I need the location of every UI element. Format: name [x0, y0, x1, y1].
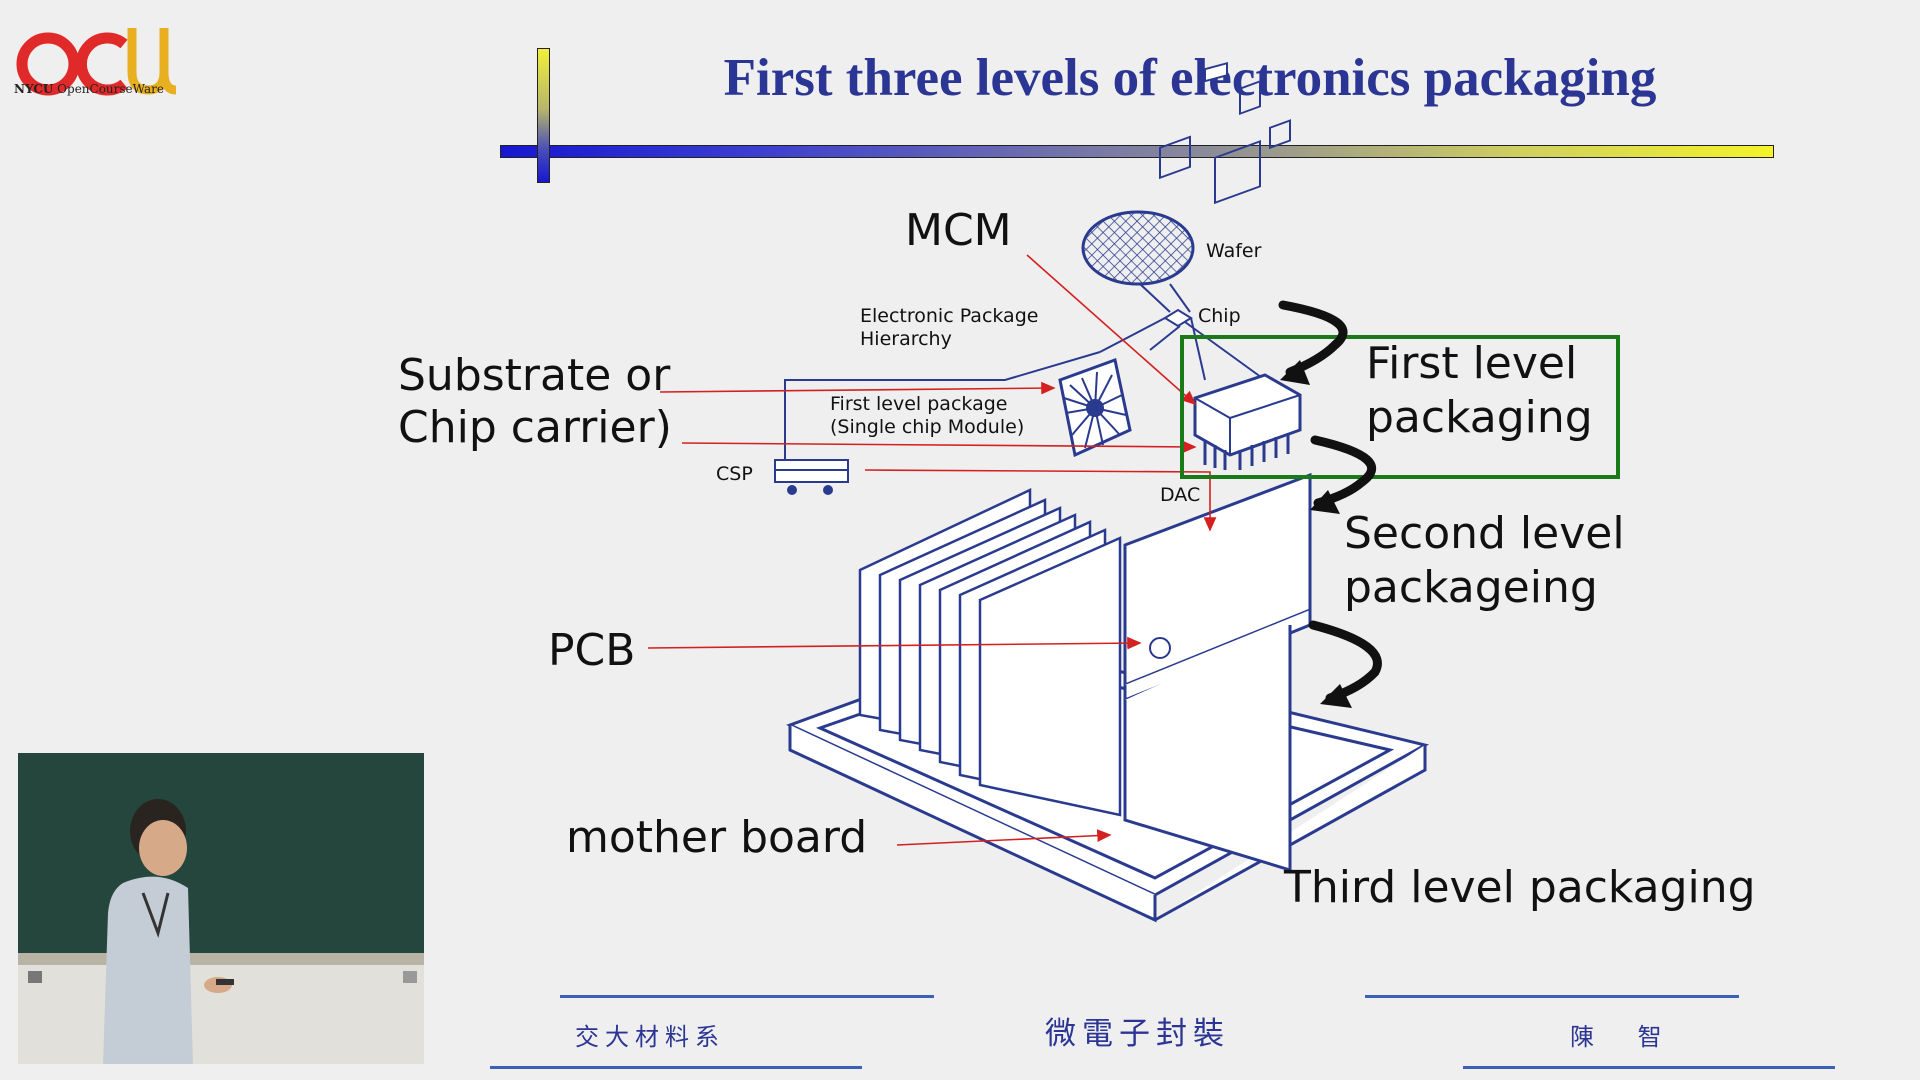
footer-department: 交大材料系: [575, 1023, 725, 1051]
title-underline-bar: [500, 145, 1774, 158]
lecturer-video-inset: [18, 753, 424, 1064]
footer-instructor: 陳 智: [1570, 1023, 1680, 1051]
curved-arrow-icon: [1310, 435, 1377, 508]
logo-ocw-text: OpenCourseWare: [57, 82, 164, 96]
curved-arrow-icon: [1278, 300, 1348, 377]
footer-line-top-right: [1365, 995, 1739, 998]
label-first-level-package-line2: (Single chip Module): [830, 416, 1025, 438]
footer-course-title: 微電子封裝: [1045, 1016, 1230, 1052]
csp-icon: [774, 459, 849, 495]
label-first-level-package: First level package (Single chip Module): [830, 393, 1024, 439]
label-dac: DAC: [1160, 484, 1201, 506]
footer-line-bottom-right: [1463, 1066, 1835, 1069]
footer-line-bottom-left: [490, 1066, 862, 1069]
label-chip: Chip: [1198, 305, 1241, 327]
label-substrate: Substrate or Chip carrier): [398, 350, 672, 454]
label-hierarchy-line1: Electronic Package: [860, 305, 1039, 327]
single-chip-module-icon: [1058, 358, 1132, 458]
label-substrate-line2: Chip carrier): [398, 402, 672, 453]
label-third-level-packaging: Third level packaging: [1284, 862, 1756, 913]
label-second-level-packaging: Second level packageing: [1344, 507, 1625, 615]
label-hierarchy: Electronic Package Hierarchy: [860, 305, 1038, 351]
chip-icon: [1099, 308, 1266, 381]
label-mcm: MCM: [905, 205, 1012, 256]
pcb-card-icon: [1123, 80, 1312, 873]
label-first-level-line1: First level: [1366, 338, 1578, 389]
ocw-logo: [16, 28, 177, 96]
label-second-level-line2: packageing: [1344, 562, 1598, 613]
mcm-package-icon: [1193, 61, 1302, 470]
label-first-level-line2: packaging: [1366, 392, 1593, 443]
label-second-level-line1: Second level: [1344, 508, 1625, 559]
title-vertical-bar: [537, 48, 550, 183]
label-pcb: PCB: [548, 625, 636, 676]
logo-subtitle: NYCU OpenCourseWare: [14, 82, 164, 96]
label-wafer: Wafer: [1206, 240, 1262, 262]
lecturer-video-frame: [18, 753, 424, 1064]
first-level-highlight-box: [1180, 335, 1620, 479]
label-first-level-package-line1: First level package: [830, 393, 1008, 415]
logo-institution: NYCU: [14, 82, 54, 96]
label-first-level-packaging: First level packaging: [1366, 337, 1593, 445]
label-hierarchy-line2: Hierarchy: [860, 328, 952, 350]
wafer-icon: [1081, 210, 1195, 313]
footer-line-top-left: [560, 995, 934, 998]
heatsink-icon: [858, 488, 1122, 817]
label-csp: CSP: [716, 463, 753, 485]
curved-arrow-icon: [1308, 620, 1382, 703]
label-substrate-line1: Substrate or: [398, 350, 671, 401]
label-mother-board: mother board: [566, 812, 868, 863]
slide-title: First three levels of electronics packag…: [723, 49, 1657, 107]
